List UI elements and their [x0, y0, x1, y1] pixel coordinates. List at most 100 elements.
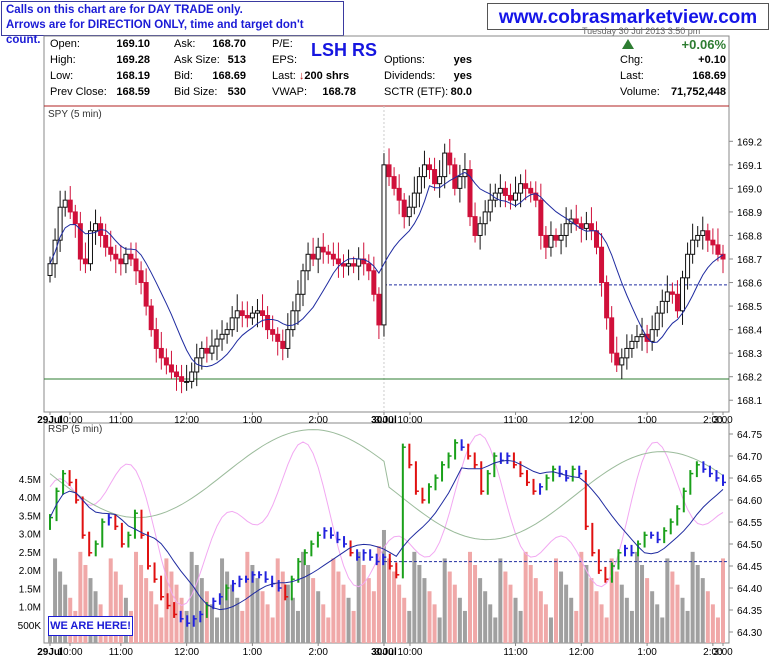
volume-bar: [88, 578, 93, 643]
price-candle-body: [47, 263, 53, 276]
price-candle-body: [310, 253, 316, 260]
price-panel-label: SPY (5 min): [48, 109, 102, 120]
low-label: Low:: [50, 70, 74, 82]
volume-bar: [154, 604, 159, 643]
volume-bar: [275, 558, 280, 643]
volume-bar: [442, 558, 447, 643]
volume-bar: [230, 584, 235, 643]
volume-bar: [387, 558, 392, 643]
volume-y-tick: 3.5M: [19, 511, 41, 522]
volume-bar: [351, 610, 356, 643]
volume-bar: [432, 604, 437, 643]
price-candle-body: [128, 253, 134, 260]
price-candle-body: [406, 206, 412, 218]
rsp-comparison-line-grey: [49, 429, 724, 541]
price-candle-body: [133, 258, 139, 272]
last2-value: 168.69: [692, 70, 726, 82]
volume-bar: [599, 604, 604, 643]
volume-bar: [83, 564, 88, 643]
x-tick-label: 3:00: [374, 647, 394, 658]
site-banner[interactable]: www.cobrasmarketview.com: [487, 3, 769, 30]
x-tick-label: 11:00: [109, 415, 134, 426]
dividends-label: Dividends:: [384, 70, 436, 82]
up-triangle-icon: [622, 39, 634, 49]
volume-bar: [361, 564, 366, 643]
price-candle-body: [219, 333, 225, 340]
price-candle-body: [507, 194, 513, 201]
volume-y-tick: 4.5M: [19, 475, 41, 486]
volume-bar: [569, 597, 574, 643]
sctr-value: 80.0: [450, 86, 472, 98]
price-candle-body: [249, 312, 255, 319]
price-candle-body: [62, 199, 68, 208]
x-tick-label: 11:00: [109, 647, 134, 658]
ask-size-value: 513: [227, 54, 246, 66]
volume-bar: [614, 571, 619, 643]
price-candle-body: [604, 282, 610, 319]
chg-value: +0.10: [698, 54, 726, 66]
x-tick-label: 11:00: [503, 415, 528, 426]
volume-bar: [397, 584, 402, 643]
price-candle-body: [168, 364, 174, 373]
price-candle-body: [634, 336, 640, 342]
price-candle-body: [340, 263, 346, 267]
x-tick-label: 3:00: [374, 415, 394, 426]
price-candle-body: [467, 169, 473, 218]
rsp-y-tick: 64.50: [737, 540, 762, 551]
bid-size-value: 530: [227, 86, 246, 98]
price-candle-body: [108, 246, 114, 255]
price-candle-body: [123, 253, 129, 265]
x-tick-label: 1:00: [637, 415, 657, 426]
volume-bar: [164, 558, 169, 643]
rsp-y-tick: 64.70: [737, 452, 762, 463]
price-y-tick: 169.2: [737, 137, 762, 148]
price-candle-body: [361, 258, 367, 265]
bid-value: 168.69: [212, 70, 246, 82]
price-candle-body: [351, 263, 357, 267]
price-candle-body: [325, 251, 331, 255]
price-candle-body: [593, 230, 599, 248]
volume-bar: [554, 558, 559, 643]
price-candle-body: [482, 211, 488, 225]
eps-label: EPS:: [272, 54, 298, 66]
volume-bar: [255, 578, 260, 643]
open-value: 169.10: [116, 38, 150, 50]
price-panel: 168.1 168.2 168.3 168.4 168.5 168.6 168.7 168.8…: [44, 137, 762, 407]
volume-label: Volume:: [620, 86, 660, 98]
volume-bar: [159, 617, 164, 643]
volume-bar: [316, 591, 321, 643]
price-candle-body: [705, 230, 711, 241]
price-candle-body: [513, 192, 519, 201]
x-tick-label: 1:00: [637, 647, 657, 658]
price-candle-body: [416, 176, 422, 194]
x-tick-label: 10:00: [57, 415, 82, 426]
volume-bar: [108, 558, 113, 643]
price-candle-body: [639, 333, 645, 338]
price-candle-body: [239, 310, 245, 316]
x-tick-label: 10:00: [397, 647, 422, 658]
price-candle-body: [664, 291, 670, 302]
disclaimer-line-2: Arrows are for DIRECTION ONLY, time and …: [6, 19, 304, 46]
arrow-down-icon: ↓: [298, 70, 305, 82]
price-candle-body: [654, 312, 660, 331]
price-candle-body: [158, 347, 164, 359]
volume-y-tick: 3.0M: [19, 530, 41, 541]
price-candle-body: [421, 164, 427, 178]
price-candle-body: [533, 192, 539, 201]
price-candle-body: [437, 176, 443, 185]
volume-bar: [209, 604, 214, 643]
volume-bar: [437, 617, 442, 643]
volume-bar: [376, 546, 381, 643]
pe-label: P/E:: [272, 38, 293, 50]
volume-bar: [240, 610, 245, 643]
volume-y-tick: 1.0M: [19, 603, 41, 614]
volume-bar: [650, 591, 655, 643]
last-trade-value: 200 shrs: [304, 70, 350, 82]
ask-label: Ask:: [174, 38, 196, 50]
x-tick-label: 12:00: [569, 647, 594, 658]
options-value: yes: [453, 54, 472, 66]
price-candle-body: [685, 253, 691, 279]
rsp-y-tick: 64.40: [737, 584, 762, 595]
volume-bar: [63, 584, 68, 643]
